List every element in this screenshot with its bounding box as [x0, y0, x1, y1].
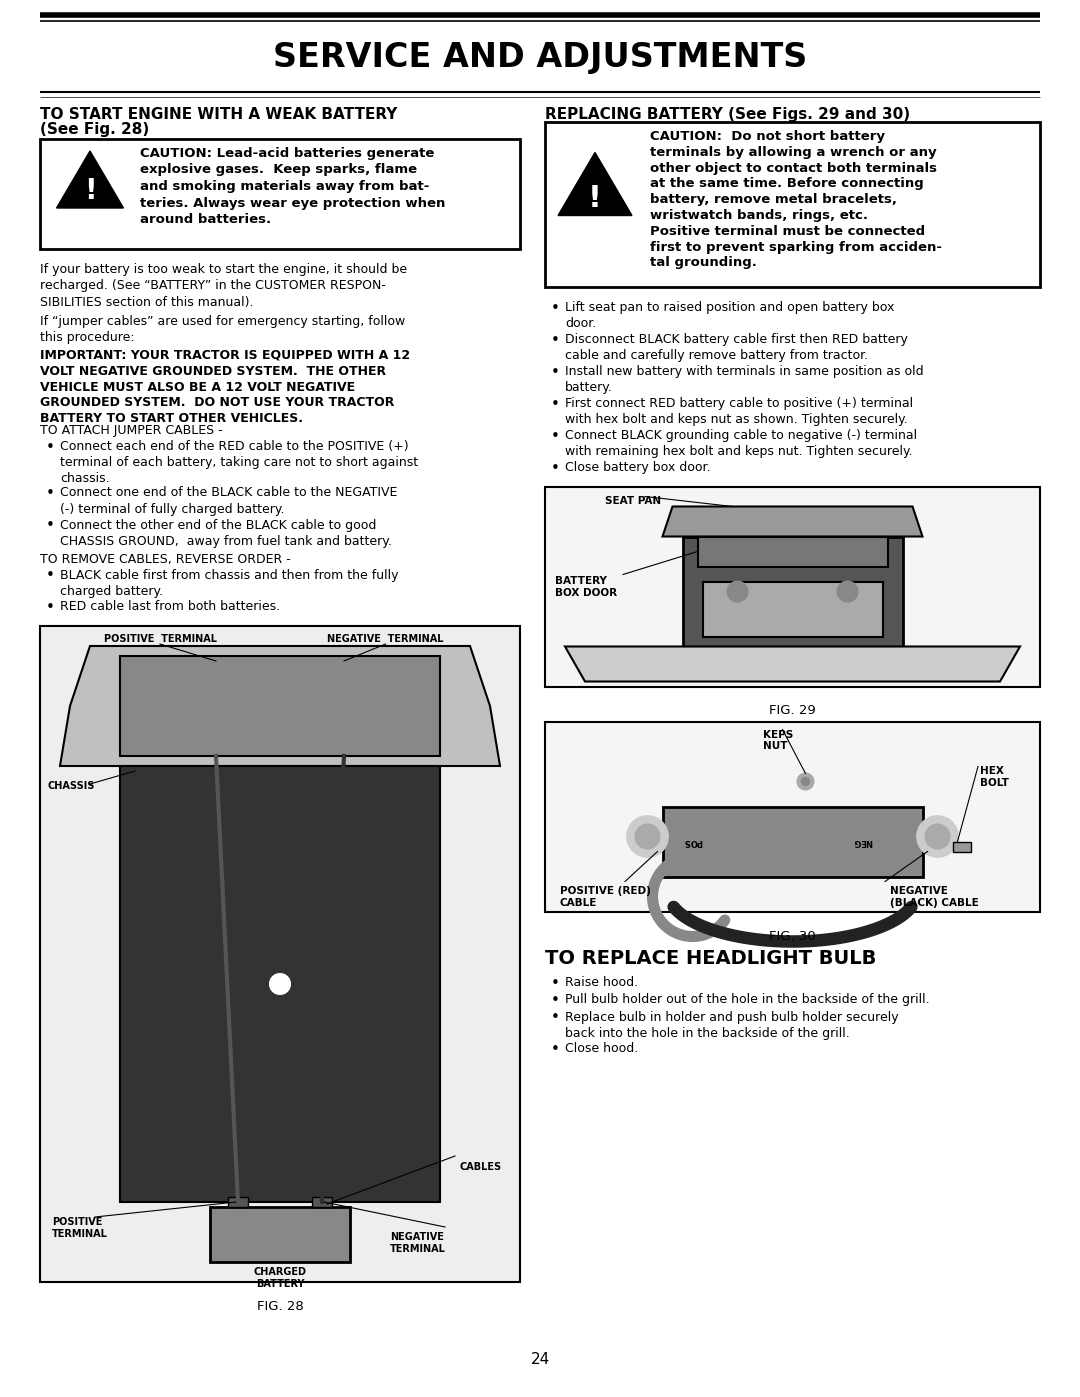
- Text: •: •: [551, 300, 559, 316]
- Text: •: •: [551, 397, 559, 412]
- Text: CABLES: CABLES: [460, 1162, 502, 1172]
- Polygon shape: [60, 645, 500, 766]
- Circle shape: [801, 778, 810, 785]
- Text: •: •: [551, 429, 559, 444]
- Text: (See Fig. 28): (See Fig. 28): [40, 122, 149, 137]
- Text: •: •: [551, 975, 559, 990]
- Text: IMPORTANT: YOUR TRACTOR IS EQUIPPED WITH A 12
VOLT NEGATIVE GROUNDED SYSTEM.  TH: IMPORTANT: YOUR TRACTOR IS EQUIPPED WITH…: [40, 349, 410, 425]
- Text: •: •: [551, 365, 559, 380]
- Text: •: •: [551, 332, 559, 348]
- Text: Replace bulb in holder and push bulb holder securely
back into the hole in the b: Replace bulb in holder and push bulb hol…: [565, 1010, 899, 1039]
- Text: CHASSIS: CHASSIS: [48, 781, 95, 791]
- Text: NEGATIVE  TERMINAL: NEGATIVE TERMINAL: [327, 634, 444, 644]
- FancyBboxPatch shape: [683, 536, 903, 666]
- FancyBboxPatch shape: [545, 486, 1040, 686]
- FancyBboxPatch shape: [120, 766, 440, 1201]
- Text: Connect the other end of the BLACK cable to good
CHASSIS GROUND,  away from fuel: Connect the other end of the BLACK cable…: [60, 518, 392, 548]
- Text: POS: POS: [683, 837, 702, 847]
- Text: TO ATTACH JUMPER CABLES -: TO ATTACH JUMPER CABLES -: [40, 425, 222, 437]
- Text: FIG. 28: FIG. 28: [257, 1301, 303, 1313]
- Text: Install new battery with terminals in same position as old
battery.: Install new battery with terminals in sa…: [565, 365, 923, 394]
- Polygon shape: [698, 536, 888, 567]
- Text: Pull bulb holder out of the hole in the backside of the grill.: Pull bulb holder out of the hole in the …: [565, 993, 930, 1006]
- Text: Connect each end of the RED cable to the POSITIVE (+)
terminal of each battery, : Connect each end of the RED cable to the…: [60, 440, 418, 485]
- Polygon shape: [558, 152, 632, 215]
- Text: If “jumper cables” are used for emergency starting, follow
this procedure:: If “jumper cables” are used for emergenc…: [40, 314, 405, 345]
- Text: If your battery is too weak to start the engine, it should be
recharged. (See “B: If your battery is too weak to start the…: [40, 263, 407, 309]
- Text: POSITIVE (RED)
CABLE: POSITIVE (RED) CABLE: [561, 887, 651, 908]
- FancyBboxPatch shape: [662, 806, 922, 876]
- Circle shape: [926, 824, 949, 848]
- Text: •: •: [46, 569, 55, 584]
- Text: •: •: [46, 518, 55, 534]
- Text: FIG. 30: FIG. 30: [769, 929, 815, 943]
- Text: Close battery box door.: Close battery box door.: [565, 461, 711, 474]
- Text: BATTERY
BOX DOOR: BATTERY BOX DOOR: [555, 577, 617, 598]
- FancyBboxPatch shape: [40, 138, 519, 249]
- Text: •: •: [551, 1010, 559, 1025]
- Text: Lift seat pan to raised position and open battery box
door.: Lift seat pan to raised position and ope…: [565, 300, 894, 330]
- Text: •: •: [551, 1042, 559, 1058]
- Polygon shape: [662, 507, 922, 536]
- Polygon shape: [565, 647, 1020, 682]
- Circle shape: [797, 774, 813, 789]
- FancyBboxPatch shape: [312, 1197, 332, 1207]
- Text: TO REMOVE CABLES, REVERSE ORDER -: TO REMOVE CABLES, REVERSE ORDER -: [40, 552, 291, 566]
- Text: 24: 24: [530, 1352, 550, 1368]
- Text: POSITIVE  TERMINAL: POSITIVE TERMINAL: [104, 634, 216, 644]
- Circle shape: [627, 816, 667, 856]
- Text: TO START ENGINE WITH A WEAK BATTERY: TO START ENGINE WITH A WEAK BATTERY: [40, 108, 397, 122]
- Text: NEGATIVE
TERMINAL: NEGATIVE TERMINAL: [390, 1232, 446, 1253]
- Text: •: •: [551, 461, 559, 476]
- Text: BLACK cable first from chassis and then from the fully
charged battery.: BLACK cable first from chassis and then …: [60, 569, 399, 598]
- Text: KEPS
NUT: KEPS NUT: [762, 729, 793, 752]
- Circle shape: [728, 581, 747, 602]
- Circle shape: [635, 824, 660, 848]
- FancyBboxPatch shape: [545, 721, 1040, 911]
- Text: SEAT PAN: SEAT PAN: [605, 496, 661, 507]
- Text: CAUTION:  Do not short battery
terminals by allowing a wrench or any
other objec: CAUTION: Do not short battery terminals …: [650, 130, 942, 270]
- Text: •: •: [551, 993, 559, 1009]
- Text: RED cable last from both batteries.: RED cable last from both batteries.: [60, 601, 280, 613]
- FancyBboxPatch shape: [210, 1207, 350, 1261]
- Text: !: !: [83, 177, 96, 205]
- FancyBboxPatch shape: [545, 122, 1040, 286]
- Text: First connect RED battery cable to positive (+) terminal
with hex bolt and keps : First connect RED battery cable to posit…: [565, 397, 913, 426]
- Circle shape: [918, 816, 958, 856]
- Text: •: •: [46, 601, 55, 616]
- FancyBboxPatch shape: [228, 1197, 248, 1207]
- FancyBboxPatch shape: [702, 581, 882, 637]
- Text: CAUTION: Lead-acid batteries generate
explosive gases.  Keep sparks, flame
and s: CAUTION: Lead-acid batteries generate ex…: [140, 147, 445, 226]
- Text: Connect BLACK grounding cable to negative (-) terminal
with remaining hex bolt a: Connect BLACK grounding cable to negativ…: [565, 429, 917, 458]
- Text: POSITIVE
TERMINAL: POSITIVE TERMINAL: [52, 1217, 108, 1239]
- Text: TO REPLACE HEADLIGHT BULB: TO REPLACE HEADLIGHT BULB: [545, 950, 876, 968]
- Circle shape: [837, 581, 858, 602]
- Circle shape: [270, 974, 291, 995]
- Text: HEX
BOLT: HEX BOLT: [980, 767, 1009, 788]
- Text: REPLACING BATTERY (See Figs. 29 and 30): REPLACING BATTERY (See Figs. 29 and 30): [545, 108, 910, 122]
- Text: !: !: [589, 184, 602, 212]
- Text: FIG. 29: FIG. 29: [769, 704, 815, 718]
- Text: Raise hood.: Raise hood.: [565, 975, 638, 989]
- Text: Disconnect BLACK battery cable first then RED battery
cable and carefully remove: Disconnect BLACK battery cable first the…: [565, 332, 908, 362]
- Text: •: •: [46, 486, 55, 502]
- Text: SERVICE AND ADJUSTMENTS: SERVICE AND ADJUSTMENTS: [273, 41, 807, 74]
- Text: •: •: [46, 440, 55, 455]
- FancyBboxPatch shape: [40, 626, 519, 1282]
- FancyBboxPatch shape: [120, 657, 440, 756]
- Text: Connect one end of the BLACK cable to the NEGATIVE
(-) terminal of fully charged: Connect one end of the BLACK cable to th…: [60, 486, 397, 515]
- Text: CHARGED
BATTERY: CHARGED BATTERY: [254, 1267, 307, 1288]
- FancyBboxPatch shape: [953, 841, 971, 852]
- Polygon shape: [56, 151, 123, 208]
- Text: NEGATIVE
(BLACK) CABLE: NEGATIVE (BLACK) CABLE: [890, 887, 978, 908]
- Text: NEG: NEG: [853, 837, 873, 847]
- Text: Close hood.: Close hood.: [565, 1042, 638, 1056]
